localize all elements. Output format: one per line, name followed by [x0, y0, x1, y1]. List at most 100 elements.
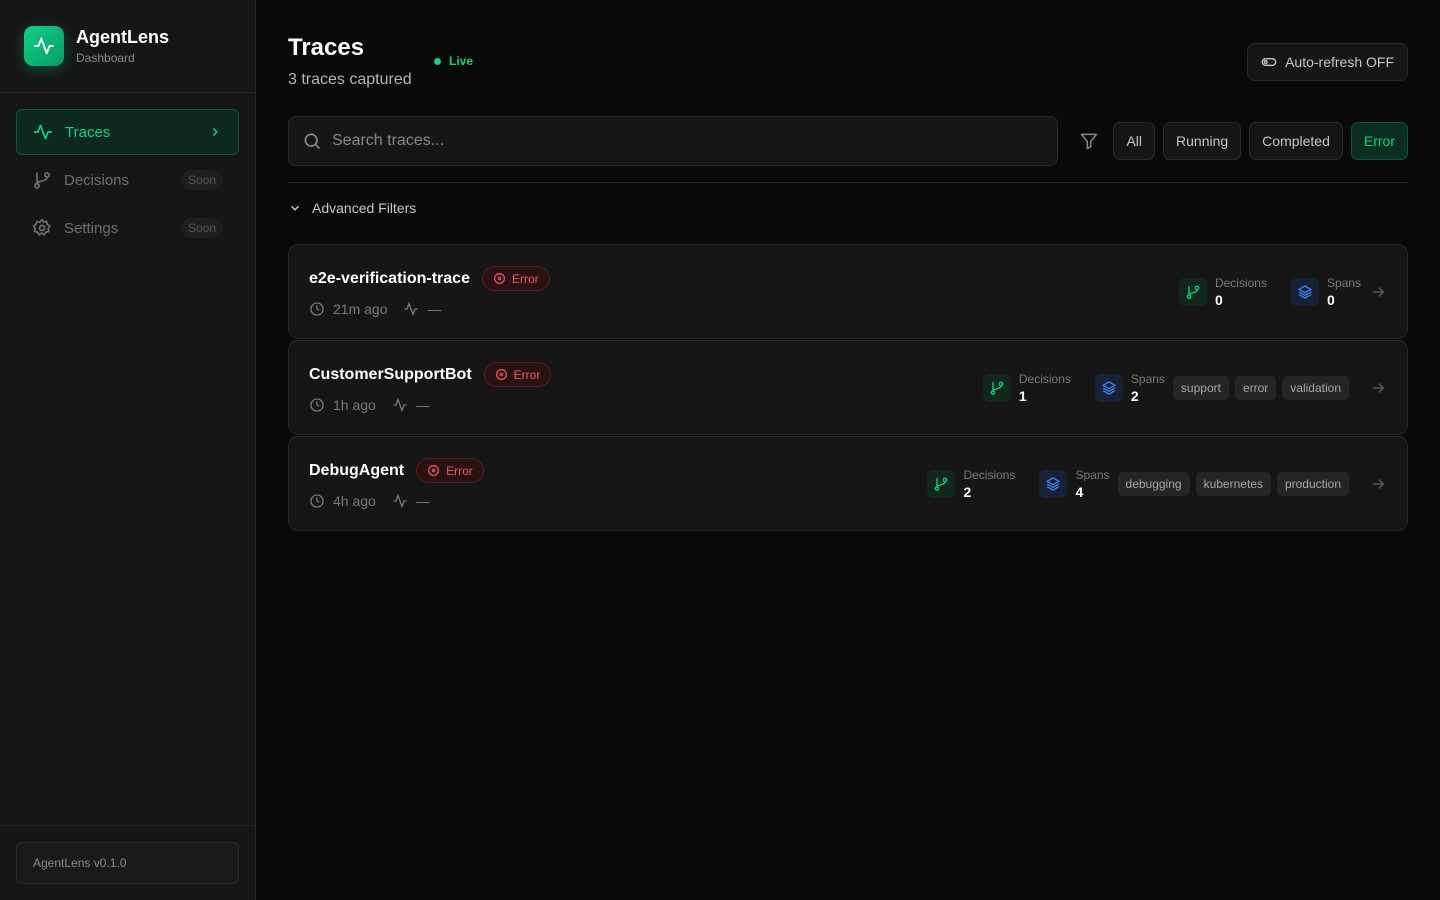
trace-name: e2e-verification-trace	[309, 269, 470, 287]
sidebar-item-traces[interactable]: Traces	[16, 109, 239, 155]
sidebar-item-settings[interactable]: Settings Soon	[16, 205, 239, 251]
spans-count: 0	[1326, 291, 1335, 308]
spans-stat: Spans 0	[1290, 275, 1361, 308]
x-circle-icon	[428, 465, 440, 476]
clock-icon	[310, 302, 324, 316]
activity-icon	[393, 397, 407, 413]
page-title: Traces	[288, 34, 365, 61]
clock-icon	[310, 494, 324, 508]
chevron-right-icon	[212, 127, 218, 137]
decisions-label: Decisions	[1018, 371, 1071, 386]
spans-stat: Spans 4	[1039, 467, 1110, 500]
trace-card[interactable]: DebugAgent Error 4h ago — Decisions 2 Spa…	[288, 436, 1408, 531]
app-name: AgentLens	[76, 27, 170, 47]
status-filters: All Running Completed Error	[1079, 122, 1408, 160]
auto-refresh-label: Auto-refresh OFF	[1285, 54, 1394, 70]
app-subtitle: Dashboard	[76, 51, 135, 65]
status-label: Error	[511, 271, 539, 286]
spans-label: Spans	[1130, 371, 1165, 386]
sidebar-item-label: Decisions	[64, 171, 130, 189]
tag-list: debugging kubernetes production	[1117, 471, 1349, 496]
git-branch-icon	[982, 373, 1011, 402]
activity-icon	[404, 301, 419, 317]
trace-list: e2e-verification-trace Error 21m ago — D…	[288, 244, 1408, 532]
sidebar-item-decisions[interactable]: Decisions Soon	[16, 157, 239, 203]
status-badge: Error	[483, 362, 552, 387]
soon-badge: Soon	[180, 218, 223, 238]
layers-icon	[1039, 469, 1068, 498]
toggle-icon	[1261, 58, 1277, 66]
trace-duration: —	[415, 397, 430, 413]
search-icon	[304, 133, 321, 150]
filter-completed[interactable]: Completed	[1249, 122, 1343, 160]
live-dot	[434, 57, 441, 65]
sidebar-item-label: Traces	[65, 123, 111, 141]
git-branch-icon	[927, 469, 956, 498]
filter-error[interactable]: Error	[1350, 122, 1408, 160]
tag[interactable]: validation	[1282, 375, 1349, 400]
status-label: Error	[513, 367, 541, 382]
filter-running[interactable]: Running	[1163, 122, 1242, 160]
git-branch-icon	[34, 172, 50, 189]
decisions-count: 2	[963, 483, 972, 500]
activity-icon	[393, 493, 407, 509]
spans-stat: Spans 2	[1094, 371, 1165, 404]
sidebar: AgentLens Dashboard Traces Decisions Soon…	[0, 0, 256, 900]
activity-icon	[33, 124, 53, 140]
trace-name: DebugAgent	[309, 461, 405, 479]
arrow-right-icon[interactable]	[1369, 475, 1387, 493]
filter-icon	[1081, 133, 1098, 150]
trace-time: 21m ago	[333, 301, 388, 317]
spans-count: 2	[1130, 387, 1139, 404]
status-badge: Error	[416, 458, 484, 483]
filter-all[interactable]: All	[1113, 122, 1156, 160]
decisions-stat: Decisions 1	[982, 371, 1071, 404]
tag[interactable]: support	[1172, 375, 1229, 400]
tag[interactable]: kubernetes	[1195, 471, 1271, 496]
x-circle-icon	[495, 369, 507, 380]
live-indicator: Live	[434, 54, 473, 68]
clock-icon	[310, 398, 324, 412]
auto-refresh-button[interactable]: Auto-refresh OFF	[1247, 43, 1408, 81]
live-label: Live	[449, 54, 474, 68]
sidebar-footer: AgentLens v0.1.0	[0, 825, 255, 900]
search-input[interactable]	[332, 132, 1012, 150]
spans-count: 4	[1075, 483, 1084, 500]
decisions-stat: Decisions 0	[1178, 275, 1267, 308]
status-badge: Error	[481, 266, 550, 291]
layers-icon	[1290, 277, 1319, 306]
decisions-count: 1	[1018, 387, 1027, 404]
trace-duration: —	[415, 493, 430, 509]
trace-card[interactable]: e2e-verification-trace Error 21m ago — D…	[288, 244, 1408, 339]
trace-name: CustomerSupportBot	[309, 365, 472, 383]
chevron-down-icon	[290, 205, 300, 211]
x-circle-icon	[493, 273, 505, 284]
tag[interactable]: error	[1234, 375, 1277, 400]
trace-time: 4h ago	[333, 493, 376, 509]
decisions-count: 0	[1214, 291, 1223, 308]
trace-duration: —	[427, 301, 442, 317]
status-label: Error	[446, 463, 473, 478]
trace-time: 1h ago	[333, 397, 376, 413]
layers-icon	[1094, 373, 1123, 402]
brand: AgentLens Dashboard	[0, 0, 255, 93]
sidebar-nav: Traces Decisions Soon Settings Soon	[0, 93, 255, 269]
decisions-label: Decisions	[1214, 275, 1267, 290]
arrow-right-icon[interactable]	[1369, 283, 1387, 301]
tag[interactable]: debugging	[1117, 471, 1190, 496]
soon-badge: Soon	[180, 170, 223, 190]
tag[interactable]: production	[1276, 471, 1349, 496]
activity-icon	[24, 26, 64, 66]
advanced-filters-toggle[interactable]: Advanced Filters	[288, 200, 416, 216]
divider	[288, 182, 1408, 183]
trace-card[interactable]: CustomerSupportBot Error 1h ago — Decisi…	[288, 340, 1408, 435]
arrow-right-icon[interactable]	[1369, 379, 1387, 397]
version-label: AgentLens v0.1.0	[16, 842, 239, 884]
gear-icon	[32, 218, 51, 236]
spans-label: Spans	[1075, 467, 1110, 482]
advanced-filters-label: Advanced Filters	[312, 200, 417, 216]
decisions-label: Decisions	[963, 467, 1016, 482]
search-box	[288, 116, 1058, 166]
git-branch-icon	[1178, 277, 1207, 306]
spans-label: Spans	[1326, 275, 1361, 290]
